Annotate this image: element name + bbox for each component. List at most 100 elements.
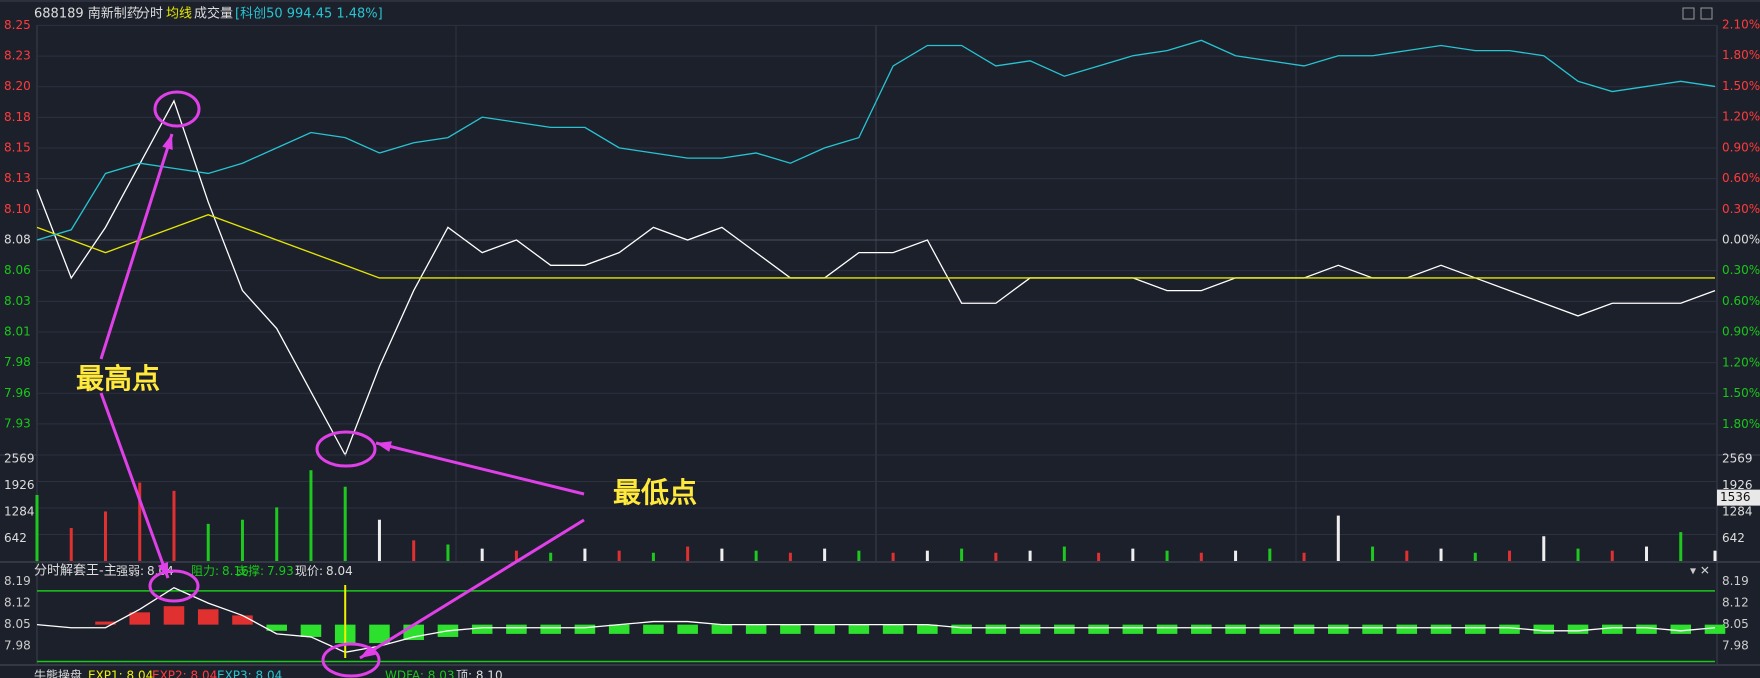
arrow-head — [157, 562, 169, 578]
histogram-bar — [403, 624, 424, 641]
annotation-arrow — [99, 133, 174, 360]
volume-bar — [35, 494, 39, 561]
y2-tick-label: 0.90% — [1722, 325, 1760, 339]
histogram-bar — [1088, 624, 1109, 634]
y-tick-label: 8.13 — [4, 171, 31, 185]
volume-bar — [583, 548, 587, 561]
volume-bar — [1062, 546, 1066, 561]
volume-bar — [377, 519, 381, 561]
y2-tick-label: 0.00% — [1722, 233, 1760, 247]
volume-bar — [1645, 546, 1649, 561]
histogram-bar — [95, 621, 116, 625]
histogram-bar — [643, 624, 664, 634]
stat-name: 强弱: — [116, 564, 144, 578]
volume-bar — [1336, 515, 1340, 561]
y-tick-label: 1284 — [1722, 505, 1753, 519]
volume-bar — [138, 482, 142, 561]
y-tick-label: 7.96 — [4, 386, 31, 400]
histogram-bar — [1670, 624, 1692, 634]
histogram-bar — [848, 624, 870, 634]
volume-bar — [240, 519, 244, 561]
volume-bar — [514, 550, 518, 561]
y-tick-label: 8.19 — [1722, 574, 1749, 588]
histogram-bar — [197, 609, 219, 625]
y-tick-label: 8.20 — [4, 79, 31, 93]
line-series — [36, 99, 1716, 457]
stock-name: 688189 南新制药 — [34, 6, 140, 22]
histogram-bar — [745, 624, 767, 634]
volume-bar — [1713, 550, 1717, 561]
histogram-bar — [1704, 624, 1726, 634]
y-tick-label: 8.06 — [4, 263, 31, 277]
volume-bar — [1268, 548, 1272, 561]
y2-tick-label: 1.50% — [1722, 386, 1760, 400]
volume-bar — [891, 552, 895, 561]
histogram-bar — [1156, 624, 1178, 634]
y2-tick-label: 0.30% — [1722, 263, 1760, 277]
volume-bar — [857, 550, 861, 561]
histogram-bar — [232, 615, 253, 625]
volume-bar — [1199, 552, 1203, 561]
y2-tick-label: 0.60% — [1722, 171, 1760, 185]
volume-bar — [720, 548, 724, 561]
volume-bar — [754, 550, 758, 561]
volume-bar — [823, 548, 827, 561]
y-tick-label: 642 — [1722, 531, 1745, 545]
icon-button[interactable]: ▾ ✕ — [1690, 564, 1710, 578]
stat-name: 支撑: — [236, 563, 264, 578]
y2-tick-label: 1.20% — [1722, 355, 1760, 369]
volume-bar — [686, 546, 690, 561]
y-tick-label: 8.12 — [1722, 596, 1749, 610]
histogram-bar — [814, 624, 835, 634]
volume-bar — [172, 490, 176, 561]
histogram-bar — [1259, 624, 1281, 634]
icon-button[interactable] — [1682, 7, 1695, 20]
histogram-bar — [1533, 624, 1555, 634]
stat-label: 现价: 8.04 — [295, 564, 353, 578]
legend-entry: 均线 — [166, 7, 192, 22]
highlight-ring — [148, 569, 200, 603]
footer-item: EXP3: 8.04 — [217, 669, 282, 678]
histogram-bar — [1430, 624, 1452, 634]
annotation-arrow — [375, 441, 585, 496]
highlight-ring — [153, 90, 201, 128]
volume-bar — [412, 540, 416, 561]
y2-tick-label: 0.60% — [1722, 294, 1760, 308]
footer-item: EXP2: 8.04 — [152, 669, 217, 678]
histogram-bar — [471, 624, 493, 634]
volume-bar — [1028, 550, 1032, 561]
volume-bar — [994, 552, 998, 561]
footer-item: WDFA: 8.03 — [385, 669, 454, 678]
volume-bar — [1542, 536, 1546, 561]
y2-tick-label: 1.20% — [1722, 110, 1760, 124]
index-label: [科创50 994.45 1.48%] — [235, 7, 383, 22]
y-tick-label: 8.10 — [4, 202, 31, 216]
footer-item: EXP1: 8.04 — [88, 669, 153, 678]
y2-tick-label: 2.10% — [1722, 18, 1760, 32]
icon-button[interactable] — [1700, 7, 1713, 20]
y-tick-label: 8.18 — [4, 110, 31, 124]
volume-bar — [343, 486, 347, 561]
y-tick-label: 1284 — [4, 505, 35, 519]
line-series — [36, 214, 1715, 279]
volume-bar — [1097, 552, 1101, 561]
histogram-bar — [780, 624, 801, 634]
histogram-bar — [129, 612, 151, 625]
value-marker-label: 1536 — [1720, 490, 1751, 504]
arrow-head — [376, 441, 392, 452]
histogram-bar — [540, 624, 561, 634]
annotation-arrow — [99, 392, 170, 579]
annotation-arrow — [359, 518, 585, 660]
highlight-ring — [315, 430, 377, 468]
stat-label: 支撑: 7.93 — [236, 563, 294, 578]
histogram-bar — [711, 624, 733, 634]
histogram-bar — [1293, 624, 1315, 634]
y-tick-label: 8.03 — [4, 294, 31, 308]
footer-item: 顶: 8.10 — [456, 669, 503, 678]
annotation: 最低点 — [613, 476, 697, 509]
y-tick-label: 8.01 — [4, 324, 31, 338]
volume-bar — [925, 550, 929, 561]
volume-bar — [1165, 550, 1169, 561]
y-tick-label: 8.23 — [4, 49, 31, 63]
volume-bar — [1576, 548, 1580, 561]
